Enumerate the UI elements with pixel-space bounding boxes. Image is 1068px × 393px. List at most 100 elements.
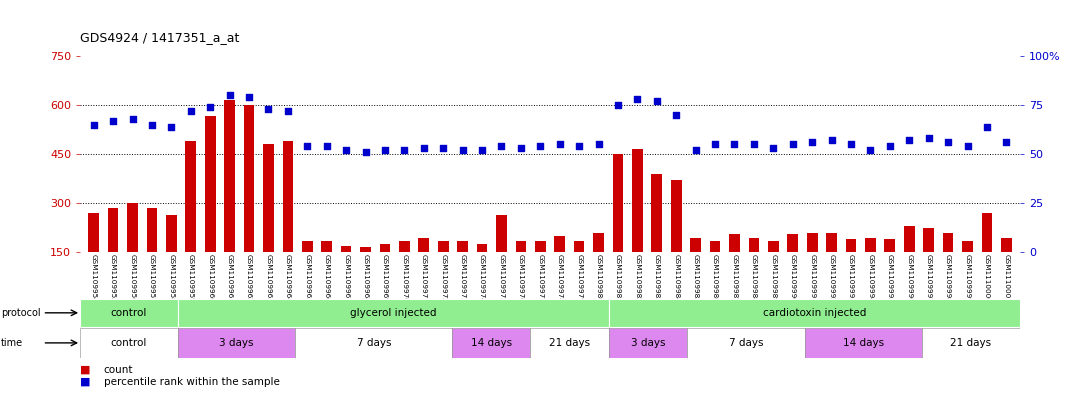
Point xyxy=(240,94,257,100)
Text: control: control xyxy=(111,308,147,318)
Text: GSM1109965: GSM1109965 xyxy=(304,253,311,303)
Point xyxy=(299,143,316,149)
Text: 21 days: 21 days xyxy=(951,338,991,348)
Bar xyxy=(787,234,798,252)
Bar xyxy=(806,233,817,252)
Text: GSM1109983: GSM1109983 xyxy=(654,253,660,303)
Text: GSM1109997: GSM1109997 xyxy=(926,253,931,303)
Bar xyxy=(452,328,531,358)
Text: GSM1109959: GSM1109959 xyxy=(188,253,193,303)
Text: GSM1109958: GSM1109958 xyxy=(169,253,174,303)
Text: GSM1109963: GSM1109963 xyxy=(266,253,271,303)
Text: count: count xyxy=(104,365,134,375)
Bar xyxy=(690,237,701,252)
Bar xyxy=(283,141,294,252)
Text: GSM1109978: GSM1109978 xyxy=(556,253,563,303)
Text: GSM1109956: GSM1109956 xyxy=(129,253,136,303)
Bar xyxy=(379,244,390,252)
Text: GSM1109979: GSM1109979 xyxy=(576,253,582,303)
Text: GSM1109989: GSM1109989 xyxy=(770,253,776,303)
Text: GSM1109957: GSM1109957 xyxy=(148,253,155,303)
Bar xyxy=(710,241,721,252)
Text: GSM1109984: GSM1109984 xyxy=(673,253,679,303)
Text: GSM1109987: GSM1109987 xyxy=(732,253,738,303)
Bar xyxy=(127,203,138,252)
Point xyxy=(183,108,200,114)
Bar xyxy=(438,241,449,252)
Bar xyxy=(749,237,759,252)
Point xyxy=(357,149,374,155)
Bar xyxy=(419,237,429,252)
Text: GDS4924 / 1417351_a_at: GDS4924 / 1417351_a_at xyxy=(80,31,239,44)
Text: GSM1109995: GSM1109995 xyxy=(886,253,893,303)
Bar xyxy=(827,233,837,252)
Bar xyxy=(884,239,895,252)
Bar xyxy=(516,241,527,252)
Point xyxy=(610,102,627,108)
Bar xyxy=(962,241,973,252)
Point xyxy=(202,104,219,110)
Text: 14 days: 14 days xyxy=(471,338,512,348)
Point xyxy=(707,141,724,147)
Bar xyxy=(497,215,507,252)
Text: GSM1109970: GSM1109970 xyxy=(402,253,407,303)
Point xyxy=(745,141,763,147)
Bar xyxy=(89,213,99,252)
Text: GSM1109968: GSM1109968 xyxy=(362,253,368,303)
Bar xyxy=(632,149,643,252)
Text: control: control xyxy=(111,338,147,348)
Text: GSM1109991: GSM1109991 xyxy=(810,253,815,303)
Bar xyxy=(108,208,119,252)
Bar xyxy=(593,233,603,252)
Bar xyxy=(302,241,313,252)
Bar xyxy=(651,174,662,252)
Text: GSM1109962: GSM1109962 xyxy=(246,253,252,303)
Bar xyxy=(768,241,779,252)
Text: protocol: protocol xyxy=(1,308,41,318)
Bar xyxy=(166,215,176,252)
Text: GSM1109992: GSM1109992 xyxy=(829,253,834,303)
Point xyxy=(415,145,433,151)
Text: GSM1109967: GSM1109967 xyxy=(343,253,349,303)
Text: GSM1109975: GSM1109975 xyxy=(499,253,504,303)
Bar xyxy=(904,226,914,252)
Point xyxy=(668,112,685,118)
Bar xyxy=(178,299,609,327)
Text: GSM1109994: GSM1109994 xyxy=(867,253,874,303)
Point xyxy=(85,121,103,128)
Text: percentile rank within the sample: percentile rank within the sample xyxy=(104,377,280,387)
Bar xyxy=(1001,237,1011,252)
Text: GSM1109986: GSM1109986 xyxy=(712,253,718,303)
Text: GSM1109982: GSM1109982 xyxy=(634,253,641,303)
Bar xyxy=(399,241,410,252)
Text: GSM1109955: GSM1109955 xyxy=(110,253,116,303)
Text: GSM1109972: GSM1109972 xyxy=(440,253,446,303)
Point xyxy=(162,123,179,130)
Point xyxy=(590,141,607,147)
Text: GSM1109966: GSM1109966 xyxy=(324,253,330,303)
Bar xyxy=(671,180,681,252)
Bar xyxy=(457,241,468,252)
Point xyxy=(726,141,743,147)
Bar xyxy=(321,241,332,252)
Point xyxy=(513,145,530,151)
Text: GSM1109973: GSM1109973 xyxy=(459,253,466,303)
Text: GSM1109998: GSM1109998 xyxy=(945,253,952,303)
Bar xyxy=(804,328,922,358)
Text: 3 days: 3 days xyxy=(631,338,665,348)
Bar xyxy=(535,241,546,252)
Text: GSM1109961: GSM1109961 xyxy=(226,253,233,303)
Point xyxy=(862,147,879,153)
Bar xyxy=(554,236,565,252)
Bar xyxy=(613,154,624,252)
Bar xyxy=(341,246,351,252)
Bar xyxy=(80,328,178,358)
Text: 3 days: 3 days xyxy=(220,338,254,348)
Point xyxy=(940,139,957,145)
Text: GSM1110000: GSM1110000 xyxy=(984,253,990,303)
Bar xyxy=(296,328,452,358)
Text: 7 days: 7 days xyxy=(357,338,391,348)
Text: GSM1109996: GSM1109996 xyxy=(907,253,912,303)
Text: GSM1109960: GSM1109960 xyxy=(207,253,214,303)
Point xyxy=(900,137,917,143)
